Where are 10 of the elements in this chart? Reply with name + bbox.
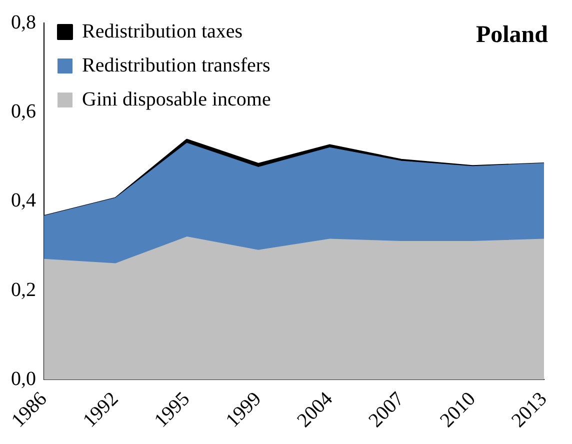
legend-label: Redistribution taxes	[82, 20, 243, 42]
y-tick-label: 0,8	[11, 11, 36, 34]
legend-label: Gini disposable income	[82, 88, 271, 110]
y-tick-label: 0,4	[11, 190, 36, 212]
y-tick-label: 0,0	[11, 368, 36, 390]
y-tick-label: 0,6	[11, 100, 36, 122]
x-tick-label: 1999	[222, 388, 266, 432]
y-tick-label: 0,2	[11, 278, 36, 301]
legend-label: Redistribution transfers	[82, 54, 271, 76]
chart-title: Poland	[476, 22, 548, 49]
